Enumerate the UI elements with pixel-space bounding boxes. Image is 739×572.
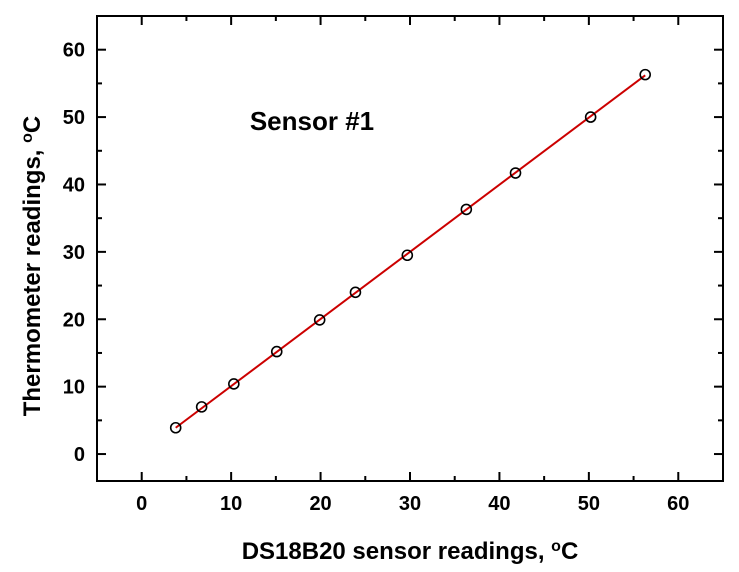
y-tick-label: 0 — [74, 444, 85, 466]
x-tick-label: 50 — [578, 493, 600, 515]
data-point — [195, 401, 208, 413]
data-point — [313, 314, 326, 326]
data-point — [584, 111, 597, 123]
y-tick-label: 50 — [63, 107, 85, 129]
data-point — [228, 378, 240, 390]
data-point — [169, 421, 182, 434]
y-tick-label: 10 — [63, 377, 85, 399]
data-point — [349, 286, 362, 299]
data-point — [270, 345, 283, 358]
y-tick-label: 30 — [63, 242, 85, 264]
plot-frame — [96, 15, 724, 482]
x-tick-label: 0 — [136, 493, 147, 515]
x-tick-label: 10 — [220, 493, 242, 515]
x-tick-label: 30 — [399, 493, 421, 515]
y-axis-title: Thermometer readings, oC — [19, 116, 47, 417]
tick-labels: 0 10 20 30 40 50 60 0 10 20 30 40 50 60 — [63, 40, 690, 515]
x-axis-title: DS18B20 sensor readings, oC — [242, 538, 579, 566]
data-point — [509, 167, 522, 179]
x-tick-label: 20 — [309, 493, 331, 515]
data-points — [169, 68, 651, 434]
chart-annotation: Sensor #1 — [250, 106, 374, 136]
x-tick-label: 40 — [488, 493, 510, 515]
axis-ticks — [96, 15, 724, 481]
data-point — [401, 249, 414, 262]
data-point — [460, 203, 473, 216]
y-tick-label: 20 — [63, 309, 85, 331]
y-tick-label: 40 — [63, 174, 85, 196]
x-tick-label: 60 — [667, 493, 689, 515]
y-tick-label: 60 — [63, 40, 85, 62]
data-point — [639, 68, 651, 81]
